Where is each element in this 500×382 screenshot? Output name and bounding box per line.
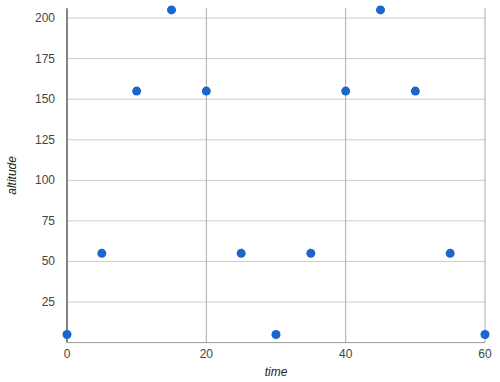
x-grid-line [485, 8, 486, 342]
x-grid-line [345, 8, 346, 342]
y-grid-line [67, 302, 485, 303]
y-tick-label: 50 [42, 254, 56, 268]
x-tick-label: 60 [478, 347, 492, 361]
y-tick-label: 125 [35, 133, 55, 147]
x-tick-label: 40 [339, 347, 353, 361]
y-axis-title: altitude [5, 156, 19, 195]
chart-container: 25 50 75 100 125 150 175 200 0 20 40 60 time altitude [0, 0, 500, 382]
y-tick-label: 150 [35, 92, 55, 106]
y-grid-line [67, 58, 485, 59]
x-grid-line [67, 8, 68, 342]
x-grid-line [206, 8, 207, 342]
x-tick-label: 0 [64, 347, 71, 361]
y-axis-line [67, 8, 68, 342]
point [411, 87, 420, 96]
point [272, 330, 281, 339]
y-grid-line [67, 139, 485, 140]
point [306, 249, 315, 258]
x-axis-line [67, 342, 485, 343]
chart-svg: 25 50 75 100 125 150 175 200 0 20 40 60 time altitude [0, 0, 500, 382]
point [132, 87, 141, 96]
x-tick-label: 20 [200, 347, 214, 361]
y-grid-line [67, 18, 485, 19]
point [202, 87, 211, 96]
y-grid-line [67, 220, 485, 221]
point [97, 249, 106, 258]
point [376, 5, 385, 14]
points [63, 5, 490, 339]
y-grid-line [67, 99, 485, 100]
point [167, 5, 176, 14]
grid [67, 8, 485, 342]
y-tick-label: 75 [42, 214, 56, 228]
y-tick-label: 100 [35, 173, 55, 187]
y-tick-label: 200 [35, 11, 55, 25]
y-grid-line [67, 261, 485, 262]
point [237, 249, 246, 258]
point [341, 87, 350, 96]
y-tick-label: 25 [42, 295, 56, 309]
y-grid-line [67, 180, 485, 181]
point [446, 249, 455, 258]
y-tick-label: 175 [35, 52, 55, 66]
point [63, 330, 72, 339]
x-axis-title: time [265, 365, 288, 379]
point [481, 330, 490, 339]
